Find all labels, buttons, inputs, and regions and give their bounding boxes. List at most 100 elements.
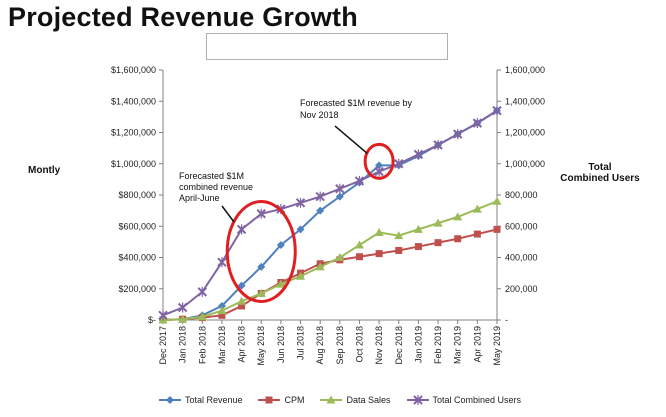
left-axis-tick-label: $1,200,000: [111, 128, 156, 138]
right-axis-tick-label: 1,000,000: [505, 159, 545, 169]
data-point: [375, 161, 384, 170]
left-axis-tick-label: $800,000: [118, 190, 156, 200]
series-line: [162, 200, 498, 321]
x-axis-tick-label: Mar 2019: [453, 326, 463, 364]
data-point: [434, 239, 442, 247]
annotation-nov-line: Nov 2018: [300, 110, 339, 120]
data-point: [217, 301, 226, 310]
right-axis-label: Total Combined Users: [560, 162, 640, 184]
chart-series: [158, 105, 502, 324]
series-line: [162, 109, 498, 321]
data-point: [256, 208, 266, 219]
revenue-chart: $- $200,000 $400,000 $600,000 $800,000 $1,000…: [111, 65, 545, 366]
legend-label: Total Combined Users: [432, 395, 522, 405]
x-axis-tick-label: Jun 2018: [276, 326, 286, 363]
data-point: [452, 129, 463, 140]
data-point: [354, 240, 364, 249]
legend-label: CPM: [284, 395, 305, 405]
data-point: [197, 286, 208, 297]
legend-item: Data Sales: [320, 395, 391, 405]
legend-item: Total Combined Users: [406, 395, 522, 405]
data-point: [375, 250, 383, 258]
x-axis-tick-label: Dec 2018: [394, 326, 404, 365]
data-point: [433, 140, 443, 150]
legend-item: CPM: [258, 395, 304, 405]
data-point: [177, 302, 188, 313]
right-axis-label-line-2: Combined Users: [560, 173, 640, 184]
data-point: [316, 206, 325, 215]
x-axis-tick-label: Aug 2018: [315, 326, 325, 365]
data-point: [257, 262, 266, 271]
data-point: [394, 231, 404, 240]
legend-swatch: [258, 396, 281, 404]
data-point: [492, 105, 502, 116]
data-point: [276, 241, 285, 249]
right-axis-tick-label: 1,600,000: [505, 65, 545, 75]
x-axis-tick-label: May 2018: [256, 326, 266, 366]
series-cpm: [159, 225, 501, 324]
data-point: [414, 243, 422, 251]
left-axis-ticks: $- $200,000 $400,000 $600,000 $800,000 $1,000…: [111, 65, 163, 325]
x-axis-tick-label: Oct 2018: [354, 326, 364, 363]
left-axis-tick-label: $-: [148, 315, 156, 325]
data-point: [335, 192, 344, 201]
data-point: [354, 175, 365, 186]
legend-swatch: [158, 396, 181, 404]
data-point: [326, 395, 336, 404]
data-point: [454, 235, 462, 243]
chart-title-box: [206, 33, 448, 60]
apr-jun-highlight-ellipse: [225, 200, 297, 303]
data-point: [374, 166, 384, 177]
right-axis-label-line-1: Total: [588, 162, 612, 173]
data-point: [355, 253, 363, 261]
data-point: [413, 224, 423, 233]
legend-label: Data Sales: [346, 395, 391, 405]
x-axis-tick-label: Jan 2018: [178, 326, 188, 363]
data-point: [238, 302, 246, 310]
data-point: [236, 224, 247, 235]
data-point: [197, 312, 207, 321]
right-axis-tick-label: 1,200,000: [505, 128, 545, 138]
annotation-nov-pointer: [334, 125, 368, 154]
data-point: [492, 196, 502, 205]
data-point: [276, 279, 286, 288]
annotation-nov-line: Forecasted $1M revenue by: [300, 98, 413, 108]
right-axis-tick-label: 200,000: [505, 284, 538, 294]
nov-highlight-circle: [363, 142, 395, 180]
x-axis-tick-label: Feb 2019: [433, 326, 443, 364]
x-axis-tick-label: Dec 2017: [158, 326, 168, 365]
data-point: [374, 228, 384, 236]
data-point: [178, 314, 188, 323]
series-line: [162, 109, 498, 317]
data-point: [165, 396, 174, 404]
left-axis-tick-label: $1,600,000: [111, 65, 156, 75]
data-point: [433, 218, 443, 227]
chart-legend: Total Revenue CPM Data Sales Total Combined…: [150, 395, 530, 405]
x-axis-tick-label: Apr 2018: [237, 326, 247, 363]
annotation-apr-jun-pointer: [221, 205, 235, 223]
left-axis-tick-label: $600,000: [118, 221, 156, 231]
data-point: [453, 212, 463, 221]
x-axis-ticks: Dec 2017 Jan 2018 Feb 2018 Mar 2018 Apr 2018…: [158, 320, 502, 366]
left-axis-tick-label: $1,400,000: [111, 96, 156, 106]
right-axis-tick-label: 1,400,000: [505, 96, 545, 106]
data-point: [256, 288, 266, 297]
legend-swatch: [320, 395, 343, 404]
annotation-apr-jun-line: combined revenue: [179, 182, 253, 192]
data-point: [296, 225, 305, 234]
right-axis-tick-label: -: [505, 315, 508, 325]
right-axis-tick-label: 400,000: [505, 253, 538, 263]
data-point: [218, 311, 226, 319]
data-point: [237, 296, 247, 305]
right-axis-tick-label: 800,000: [505, 190, 538, 200]
left-axis-tick-label: $400,000: [118, 253, 156, 263]
data-point: [394, 158, 404, 169]
left-axis-label: Montly: [28, 165, 61, 176]
data-point: [472, 118, 483, 129]
annotation-apr-jun-line: Forecasted $1M: [179, 171, 244, 181]
data-point: [295, 197, 306, 208]
data-point: [315, 262, 325, 271]
x-axis-tick-label: Jan 2019: [413, 326, 423, 363]
x-axis-tick-label: Sep 2018: [335, 326, 345, 365]
x-axis-tick-label: Jul 2018: [296, 326, 306, 360]
